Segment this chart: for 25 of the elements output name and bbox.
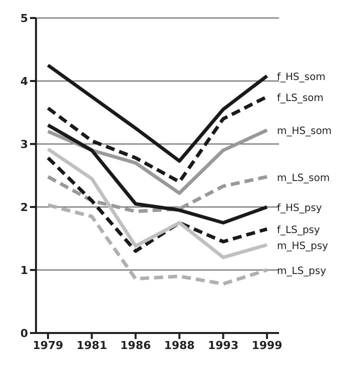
line-series bbox=[46, 64, 269, 163]
x-tick-label: 1979 bbox=[32, 338, 64, 352]
y-tick-label: 4 bbox=[20, 74, 28, 88]
x-tick-label: 1999 bbox=[252, 338, 282, 352]
y-tick-label: 3 bbox=[20, 138, 28, 151]
series-label: m_HS_psy bbox=[277, 240, 328, 252]
x-tick-label: 1993 bbox=[208, 338, 239, 352]
line-series bbox=[46, 203, 269, 286]
y-tick-label: 1 bbox=[20, 264, 28, 277]
x-tick-label: 1981 bbox=[76, 338, 108, 352]
series-label: f_LS_som bbox=[277, 92, 324, 104]
series-label: f_HS_psy bbox=[277, 203, 322, 214]
x-tick-label: 1986 bbox=[120, 338, 152, 352]
line-series bbox=[46, 175, 269, 214]
series-label: m_HS_som bbox=[277, 126, 332, 138]
y-tick-label: 2 bbox=[20, 200, 28, 214]
line-series bbox=[46, 123, 269, 224]
y-tick-label: 5 bbox=[20, 12, 28, 25]
series-label: m_LS_psy bbox=[277, 266, 326, 277]
series-label: m_LS_som bbox=[277, 172, 330, 184]
series-label: f_LS_psy bbox=[277, 225, 320, 236]
line-series bbox=[46, 128, 269, 195]
y-tick-label: 0 bbox=[20, 326, 28, 340]
series-label: f_HS_som bbox=[277, 72, 326, 83]
x-tick-label: 1988 bbox=[164, 338, 195, 352]
